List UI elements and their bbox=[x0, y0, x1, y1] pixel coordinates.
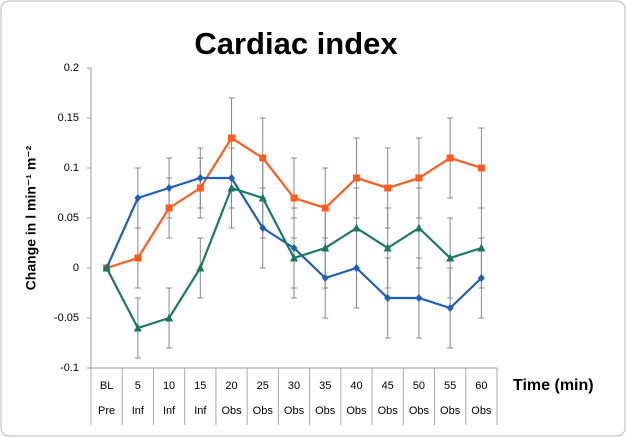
marker bbox=[290, 253, 298, 262]
x-tick-label: 35 bbox=[319, 380, 331, 392]
marker bbox=[165, 313, 174, 322]
y-tick-label: -0.1 bbox=[60, 362, 79, 374]
x-tick-label: 25 bbox=[257, 380, 269, 392]
x-tick-label: 40 bbox=[350, 380, 362, 392]
marker bbox=[102, 263, 111, 272]
marker bbox=[415, 294, 423, 302]
marker bbox=[227, 183, 236, 192]
marker bbox=[415, 174, 423, 182]
x-tick-label: 5 bbox=[135, 380, 141, 392]
x-phase-label: Obs bbox=[440, 405, 461, 417]
x-tick-label: 15 bbox=[194, 380, 206, 392]
y-axis-label: Change in l min⁻¹ m⁻² bbox=[23, 145, 39, 290]
marker bbox=[259, 154, 267, 162]
marker bbox=[134, 194, 142, 202]
marker bbox=[446, 154, 454, 162]
marker bbox=[196, 263, 205, 272]
marker bbox=[477, 164, 485, 172]
x-tick-label: 55 bbox=[444, 380, 456, 392]
marker bbox=[384, 294, 392, 302]
marker bbox=[134, 254, 142, 262]
x-tick-label: 30 bbox=[288, 380, 300, 392]
x-tick-label: 50 bbox=[413, 380, 425, 392]
x-phase-label: Inf bbox=[163, 405, 176, 417]
marker bbox=[165, 204, 173, 212]
marker bbox=[384, 184, 392, 192]
marker bbox=[196, 174, 204, 182]
marker bbox=[352, 264, 360, 272]
x-tick-label: 20 bbox=[225, 380, 237, 392]
marker bbox=[321, 243, 330, 252]
marker bbox=[290, 244, 298, 252]
x-phase-label: Obs bbox=[253, 405, 274, 417]
x-phase-label: Inf bbox=[194, 405, 207, 417]
marker bbox=[228, 134, 236, 142]
x-phase-label: Obs bbox=[409, 405, 430, 417]
x-phase-label: Obs bbox=[346, 405, 367, 417]
marker bbox=[165, 184, 173, 192]
marker bbox=[477, 274, 485, 282]
x-phase-label: Obs bbox=[315, 405, 336, 417]
x-phase-label: Obs bbox=[221, 405, 242, 417]
marker bbox=[228, 174, 236, 182]
y-tick-label: 0.1 bbox=[64, 162, 79, 174]
marker bbox=[258, 193, 267, 202]
x-phase-label: Obs bbox=[378, 405, 399, 417]
x-tick-label: BL bbox=[100, 380, 113, 392]
y-tick-label: 0 bbox=[73, 262, 79, 274]
marker bbox=[196, 184, 204, 192]
x-phase-label: Obs bbox=[471, 405, 492, 417]
x-tick-label: 10 bbox=[163, 380, 175, 392]
x-phase-label: Obs bbox=[284, 405, 305, 417]
x-tick-label: 45 bbox=[382, 380, 394, 392]
marker bbox=[446, 304, 454, 312]
marker bbox=[477, 243, 486, 252]
y-tick-label: 0.05 bbox=[58, 212, 79, 224]
marker bbox=[259, 224, 267, 232]
marker bbox=[446, 253, 455, 262]
x-phase-label: Pre bbox=[98, 405, 115, 417]
chart-title: Cardiac index bbox=[194, 26, 398, 61]
marker bbox=[352, 223, 361, 232]
y-tick-label: 0.15 bbox=[58, 112, 79, 124]
y-tick-label: 0.2 bbox=[64, 62, 79, 74]
x-phase-label: Inf bbox=[132, 405, 145, 417]
x-axis-label: Time (min) bbox=[513, 377, 594, 394]
marker bbox=[290, 194, 298, 202]
marker bbox=[383, 243, 392, 252]
x-tick-label: 60 bbox=[475, 380, 487, 392]
marker bbox=[414, 223, 423, 232]
marker bbox=[352, 174, 360, 182]
marker bbox=[321, 204, 329, 212]
marker bbox=[133, 323, 142, 332]
marker bbox=[321, 274, 329, 282]
y-tick-label: -0.05 bbox=[54, 312, 79, 324]
